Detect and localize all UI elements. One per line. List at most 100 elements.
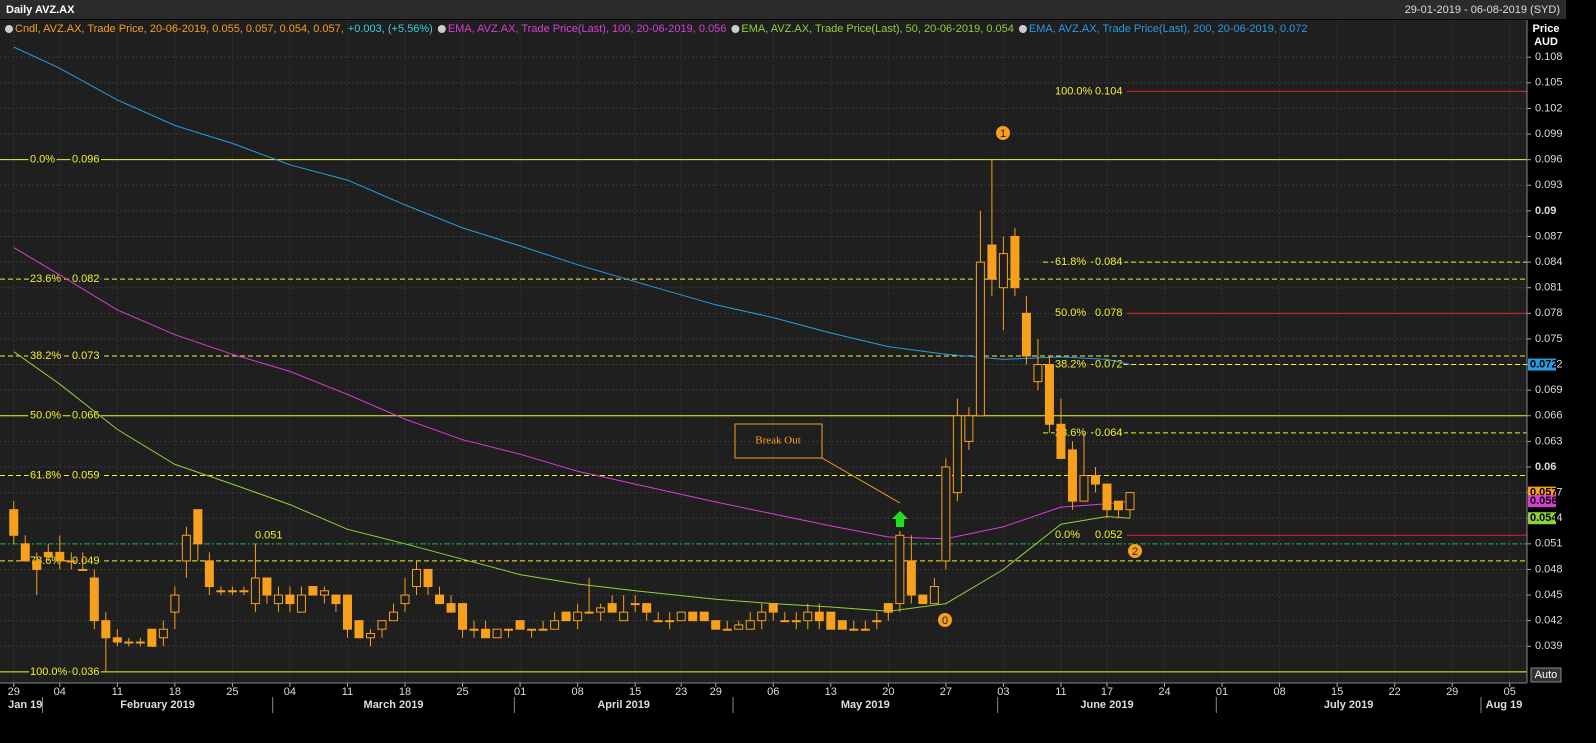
candle-body [492, 628, 502, 639]
candle-body [193, 509, 203, 545]
fib-percent: 38.2% [30, 350, 61, 362]
x-tick-label: 29 [710, 686, 722, 698]
x-tick-label: 03 [997, 686, 1009, 698]
candle-body [768, 603, 778, 613]
candle-body [1021, 312, 1031, 357]
candle-body [872, 620, 882, 623]
candle-body [412, 568, 422, 588]
candle-body [711, 620, 721, 630]
fib-percent: 38.2% [1055, 358, 1086, 370]
legend-entry: +0.003, (+5.56%) [348, 23, 433, 35]
month-label: June 2019 [1080, 699, 1133, 711]
x-tick-label: 06 [767, 686, 779, 698]
fib-value: 0.104 [1095, 85, 1123, 97]
candle-body [734, 624, 744, 630]
candle-body [32, 560, 42, 570]
candle-body [101, 620, 111, 639]
candle-body [998, 253, 1008, 289]
scale-mode[interactable]: Auto [1535, 669, 1558, 681]
candle-body [757, 611, 767, 622]
x-tick-label: 15 [629, 686, 641, 698]
fib-levels: 0.051 0.0% 0.096 23.6% 0.082 38.2% 0.073 50.0% 0… [0, 83, 1527, 680]
candle-body [952, 415, 962, 494]
x-tick-label: 08 [1273, 686, 1285, 698]
candle-body [423, 568, 433, 588]
candle-body [630, 603, 640, 606]
candle-body [964, 415, 974, 442]
fib-value: 0.073 [72, 350, 100, 362]
value-box [1528, 495, 1556, 508]
legend-icon [731, 25, 740, 33]
fib-value: 0.096 [72, 154, 100, 166]
legend-entry: EMA, AVZ.AX, Trade Price(Last), 50, 20-0… [741, 23, 1014, 35]
candle-body [1113, 500, 1123, 511]
candle-body [918, 594, 928, 605]
y-tick-label: 0.069 [1535, 384, 1563, 396]
x-tick-label: 17 [1101, 686, 1113, 698]
fib-percent: 61.8% [1055, 256, 1086, 268]
y-tick-label: 0.084 [1535, 256, 1563, 268]
fib-value: 0.059 [72, 469, 100, 481]
candle-body [135, 641, 145, 644]
legend-entry: EMA, AVZ.AX, Trade Price(Last), 200, 20-… [1029, 23, 1308, 35]
candle-body [89, 577, 99, 622]
candle-body [124, 641, 134, 644]
y-tick-label: 0.087 [1535, 230, 1563, 242]
candle-body [446, 603, 456, 613]
fib-percent: 61.8% [30, 469, 61, 481]
candle-body [975, 261, 985, 417]
candle-body [987, 244, 997, 280]
month-label: Aug 19 [1486, 699, 1523, 711]
fib-value: 0.049 [72, 555, 100, 567]
candle-body [250, 577, 260, 605]
y-tick-label: 0.078 [1535, 307, 1563, 319]
x-tick-label: 13 [825, 686, 837, 698]
candle-body [342, 594, 352, 630]
candle-body [573, 611, 583, 622]
value-box [1528, 512, 1556, 525]
x-tick-label: 05 [1504, 686, 1516, 698]
value-box [1528, 358, 1556, 371]
plot-area [0, 20, 1527, 683]
candle-body [296, 594, 306, 613]
candle-body [527, 628, 537, 631]
candle-body [653, 620, 663, 623]
candle-body [1090, 475, 1100, 485]
chart-title: Daily AVZ.AX [6, 4, 75, 16]
candle-body [400, 594, 410, 605]
candle-body [273, 594, 283, 605]
candle-body [20, 543, 30, 562]
value-box-label: 0.054 [1530, 512, 1558, 524]
annotation-text: Break Out [755, 435, 801, 447]
y-tick-label: 0.066 [1535, 410, 1563, 422]
x-tick-label: 25 [226, 686, 238, 698]
candle-body [216, 590, 226, 593]
candle-body [929, 586, 939, 605]
legend-icon [437, 25, 446, 33]
y-tick-label: 0.108 [1535, 51, 1563, 63]
candle-body [377, 620, 387, 630]
candle-body [365, 632, 375, 639]
candle-body [814, 611, 824, 622]
y-tick-label: 0.063 [1535, 435, 1563, 447]
axes: 0.0390.0420.0450.0480.0510.0540.0570.060… [0, 20, 1563, 713]
candle-body [826, 611, 836, 630]
x-tick-label: 25 [456, 686, 468, 698]
y-tick-label: 0.045 [1535, 589, 1563, 601]
fib-value: 0.066 [72, 410, 100, 422]
x-tick-label: 23 [675, 686, 687, 698]
candle-body [1056, 423, 1066, 459]
candle-body [699, 611, 709, 622]
y-tick-label: 0.099 [1535, 128, 1563, 140]
candle-body [481, 628, 491, 639]
candle-body [780, 620, 790, 623]
candle-body [883, 603, 893, 613]
candles [9, 159, 1135, 672]
x-tick-label: 27 [940, 686, 952, 698]
legend: Cndl, AVZ.AX, Trade Price, 20-06-2019, 0… [5, 23, 1308, 35]
candle-body [1079, 475, 1089, 502]
month-label: May 2019 [841, 699, 890, 711]
fib-percent: 0.0% [1055, 529, 1080, 541]
scale-button[interactable] [1530, 667, 1562, 683]
value-box-label: 0.056 [1530, 495, 1558, 507]
